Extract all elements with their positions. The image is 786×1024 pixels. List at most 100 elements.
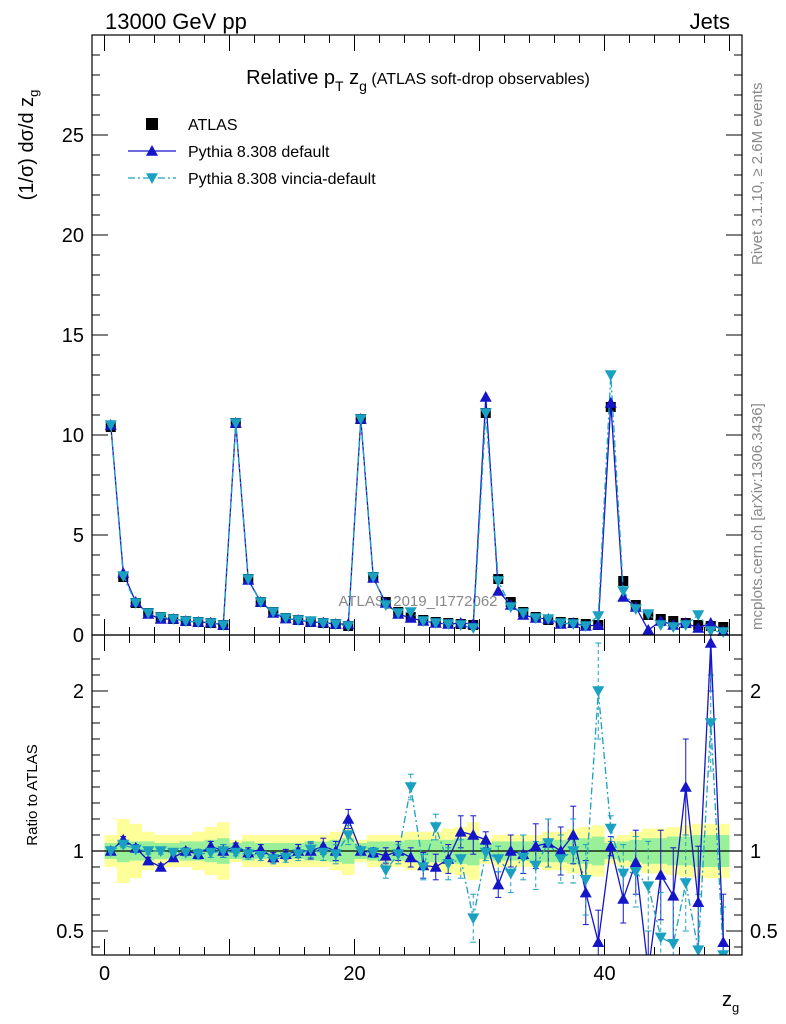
pythia-default-ratio-point [154,861,167,872]
vincia-point [404,607,417,618]
rivet-label: Rivet 3.1.10, ≥ 2.6M events [749,83,766,266]
vincia-ratio-point [292,849,305,861]
vincia-point [642,609,655,620]
pythia-default-ratio-point [579,886,592,898]
y-axis-label-main: (1/σ) dσ/d zg [16,90,41,201]
vincia-ratio-point [192,849,205,861]
vincia-point [542,614,555,625]
vincia-point [367,572,380,583]
ratio-y-tick-label: 2 [73,681,84,703]
vincia-point [654,620,667,631]
pythia-default-ratio-point [454,825,467,837]
vincia-ratio-point [617,868,630,880]
ratio-content [92,635,742,955]
vincia-ratio-point [654,932,667,944]
legend-vincia-marker [146,173,158,184]
vincia-ratio-point [104,846,117,857]
vincia-ratio-point [129,844,142,856]
pythia-default-ratio-point [554,845,567,856]
vincia-point [379,600,392,611]
pythia-default-ratio-point [429,861,442,872]
vincia-point [529,613,542,624]
pythia-default-ratio-point [142,854,155,866]
pythia-default-point [592,619,605,630]
vincia-ratio-point [267,854,280,865]
vincia-ratio-point [154,846,167,857]
vincia-ratio-point [429,822,442,833]
pythia-default-point [492,585,505,596]
vincia-point [717,627,730,638]
vincia-point [342,621,355,632]
pythia-default-ratio-point [492,878,505,890]
x-tick-label: 40 [593,963,615,985]
vincia-point [592,611,605,622]
pythia-default-ratio-point [479,833,492,845]
vincia-point [267,607,280,618]
vincia-point [254,597,267,608]
vincia-point [142,608,155,619]
pythia-default-ratio-point [342,813,355,824]
ratio-y-tick-label: 1 [73,841,84,863]
vincia-point [329,619,342,630]
vincia-point [229,418,242,429]
legend: ATLAS Pythia 8.308 default Pythia 8.308 vi… [128,117,376,188]
vincia-ratio-point [354,846,367,857]
pythia-default-ratio-point [404,851,417,863]
vincia-ratio-point [367,847,380,859]
vincia-point [579,621,592,632]
y-tick-label: 10 [62,425,84,447]
vincia-point [467,623,480,634]
vincia-point [567,619,580,630]
vincia-point [129,598,142,609]
pythia-default-ratio-point [704,637,717,648]
pythia-default-ratio-point [679,781,692,792]
ratio-y-tick-label: 0.5 [56,921,84,943]
vincia-ratio-point [379,865,392,877]
pythia-default-ratio-point [717,936,730,947]
pythia-default-point [642,624,655,635]
vincia-ratio-point [304,844,317,856]
vincia-ratio-point [717,950,730,955]
vincia-ratio-point [317,847,330,859]
pythia-default-ratio-point [617,893,630,904]
y-axis-label-ratio: Ratio to ATLAS [24,744,41,845]
legend-entry: Pythia 8.308 default [188,144,330,161]
vincia-point [692,610,705,621]
vincia-point [704,626,717,637]
pythia-default-ratio-point [467,829,480,840]
watermark: ATLAS_2019_I1772062 [338,593,497,610]
vincia-ratio-point [592,686,605,697]
vincia-point [154,612,167,623]
vincia-ratio-point [229,847,242,859]
ratio-y-tick-label-right: 1 [750,841,761,863]
ratio-y-tick-label-right: 0.5 [750,921,778,943]
vincia-ratio-point [442,859,455,870]
vincia-ratio-point [117,839,130,851]
y-tick-label: 20 [62,225,84,247]
y-tick-label: 25 [62,125,84,147]
vincia-point [217,620,230,631]
vincia-ratio-point [417,862,430,873]
pythia-default-ratio-point [654,869,667,880]
x-tick-label: 20 [343,963,365,985]
pythia-default-ratio-point [529,840,542,851]
legend-entry: ATLAS [188,117,238,134]
ratio-y-tick-label-right: 2 [750,681,761,703]
vincia-ratio-point [679,878,692,889]
vincia-ratio-point [492,854,505,865]
vincia-ratio-point [642,881,655,893]
ratio-panel: 0.5 0.51 12 20 20 40 [56,634,778,985]
header-left: 13000 GeV pp [105,9,247,34]
vincia-point [492,576,505,587]
pythia-default-point [604,397,617,408]
vincia-point [167,614,180,625]
vincia-point [279,613,292,624]
vincia-ratio-point [554,854,567,865]
vincia-ratio-point [204,847,217,859]
pythia-default-ratio-point [504,845,517,856]
vincia-point [192,617,205,628]
pythia-default-point [704,617,717,628]
pythia-default-ratio-point [379,849,392,861]
vincia-ratio-point [517,852,530,864]
vincia-point [504,602,517,613]
